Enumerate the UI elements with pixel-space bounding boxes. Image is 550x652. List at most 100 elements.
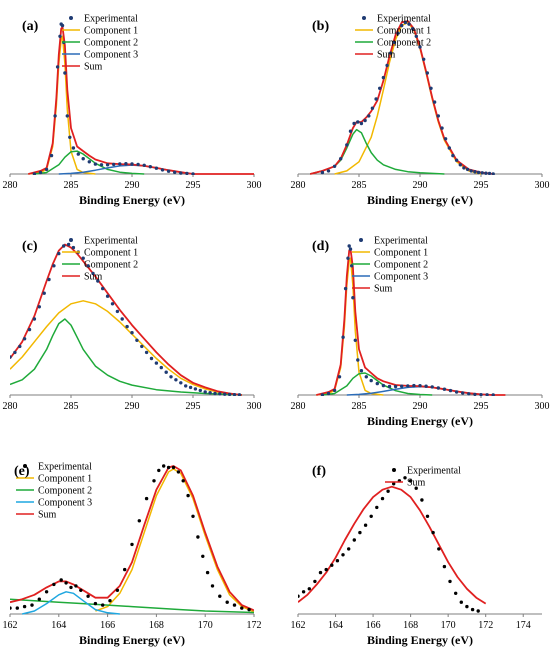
data-point	[420, 498, 424, 502]
data-point	[337, 375, 342, 379]
legend-label: Component 2	[84, 260, 138, 271]
x-tick-label: 280	[291, 401, 306, 412]
data-point	[179, 381, 183, 385]
data-point	[86, 594, 90, 598]
data-point	[149, 356, 154, 361]
data-point	[152, 479, 156, 483]
data-point	[74, 584, 78, 588]
data-point	[461, 391, 465, 395]
legend-label: Component 3	[84, 50, 138, 61]
data-point	[363, 523, 368, 527]
legend-label: Experimental	[84, 14, 138, 25]
data-point	[418, 45, 422, 49]
data-point	[476, 609, 480, 613]
data-point	[437, 547, 441, 551]
legend-label: Component 1	[374, 248, 428, 259]
data-point	[240, 606, 244, 610]
data-point	[101, 603, 105, 607]
legend-label: Component 2	[377, 38, 431, 49]
x-tick-label: 300	[247, 401, 262, 412]
data-point	[62, 244, 66, 248]
data-point	[380, 496, 385, 501]
x-tick-label: 295	[186, 180, 201, 191]
x-tick-label: 300	[535, 401, 550, 412]
data-point	[60, 23, 65, 28]
x-tick-label: 285	[64, 401, 79, 412]
x-tick-label: 162	[291, 620, 306, 631]
data-point	[356, 120, 360, 124]
data-point	[352, 538, 356, 542]
data-point	[208, 391, 212, 395]
data-point	[476, 170, 481, 175]
x-axis-title: Binding Energy (eV)	[79, 633, 185, 647]
x-tick-label: 280	[291, 180, 306, 191]
data-point	[451, 153, 455, 158]
legend-label: Sum	[38, 510, 57, 521]
data-point	[71, 245, 76, 250]
data-point	[339, 157, 343, 161]
data-point	[118, 162, 122, 166]
x-tick-label: 295	[186, 401, 201, 412]
chart-panel-d: 280 285 290 295 300 Binding Energy (eV) Experi…	[291, 236, 550, 429]
x-axis-title: Binding Energy (eV)	[367, 414, 473, 428]
data-point	[430, 385, 434, 389]
data-point	[335, 559, 340, 563]
data-point	[53, 114, 57, 118]
data-point	[414, 34, 418, 38]
data-point	[108, 599, 112, 603]
data-point	[130, 542, 134, 547]
legend-label: Experimental	[38, 462, 92, 473]
data-point	[181, 479, 185, 483]
data-point	[313, 579, 317, 584]
legend-label: Sum	[84, 62, 103, 73]
data-point	[491, 393, 495, 396]
data-point	[387, 384, 392, 389]
data-point	[91, 271, 95, 276]
data-point	[378, 86, 382, 91]
data-point	[144, 496, 149, 501]
data-point	[431, 530, 435, 535]
series-line-sum	[28, 26, 254, 175]
data-point	[424, 384, 428, 388]
data-point	[386, 489, 390, 493]
legend-label: Experimental	[407, 466, 461, 477]
data-point	[115, 309, 120, 314]
data-point	[480, 171, 484, 175]
data-point	[341, 335, 345, 339]
data-point	[485, 393, 489, 396]
data-point	[52, 582, 56, 587]
data-point	[201, 554, 205, 558]
data-point	[13, 350, 17, 355]
legend-marker	[23, 464, 27, 468]
data-point	[392, 482, 396, 486]
data-point	[213, 391, 217, 396]
legend-marker	[69, 16, 73, 20]
data-point	[356, 358, 360, 362]
x-tick-label: 166	[366, 620, 381, 631]
x-tick-label: 168	[149, 620, 164, 631]
data-point	[369, 514, 373, 518]
legend-label: Sum	[407, 478, 426, 489]
data-point	[32, 172, 37, 175]
legend-label: Component 2	[38, 486, 92, 497]
data-point	[227, 392, 232, 396]
data-point	[115, 588, 120, 592]
data-point	[18, 344, 22, 349]
x-tick-label: 162	[3, 620, 18, 631]
data-point	[218, 392, 222, 396]
chart-panel-f: 162 164 166 168 170 172 174 Binding Energy (eV)…	[291, 464, 542, 647]
data-point	[326, 169, 331, 173]
x-tick-label: 285	[352, 401, 367, 412]
data-point	[458, 163, 462, 167]
x-tick-label: 164	[51, 620, 66, 631]
series-line-component-1	[95, 468, 254, 613]
data-point	[247, 607, 251, 612]
data-point	[93, 162, 98, 166]
data-point	[298, 594, 300, 598]
data-point	[171, 465, 176, 470]
legend-label: Component 1	[377, 26, 431, 37]
data-point	[105, 294, 110, 298]
